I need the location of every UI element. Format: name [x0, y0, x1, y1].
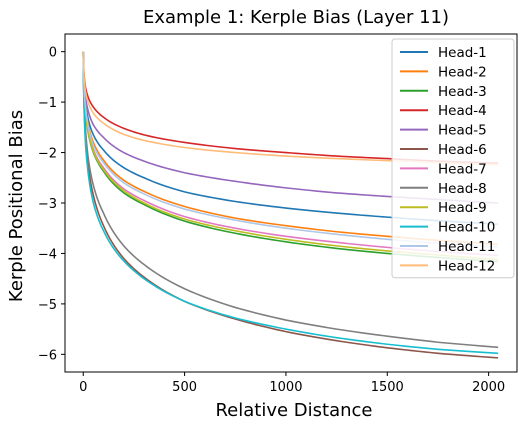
x-tick-label: 2000 — [472, 380, 505, 395]
x-axis: 0 500 1000 1500 2000 — [79, 372, 505, 395]
x-tick-label: 500 — [172, 380, 197, 395]
y-tick-label: −3 — [38, 197, 57, 212]
chart-title: Example 1: Kerple Bias (Layer 11) — [143, 7, 449, 28]
legend-label: Head-6 — [438, 142, 487, 158]
legend-label: Head-11 — [438, 239, 495, 255]
x-tick-label: 0 — [79, 380, 87, 395]
legend-label: Head-10 — [438, 220, 495, 236]
y-axis-label: Kerple Positional Bias — [6, 110, 27, 302]
legend-label: Head-5 — [438, 123, 487, 139]
legend-label: Head-2 — [438, 64, 487, 80]
legend-label: Head-12 — [438, 258, 495, 274]
x-tick-label: 1500 — [371, 380, 404, 395]
y-tick-label: 0 — [49, 46, 57, 61]
y-axis: 0 −1 −2 −3 −4 −5 −6 — [38, 46, 65, 364]
legend-label: Head-9 — [438, 200, 487, 216]
y-tick-label: −2 — [38, 147, 57, 162]
legend-label: Head-3 — [438, 84, 487, 100]
x-tick-label: 1000 — [269, 380, 302, 395]
y-tick-label: −4 — [38, 247, 57, 262]
legend-label: Head-7 — [438, 161, 487, 177]
legend-label: Head-8 — [438, 181, 487, 197]
y-tick-label: −1 — [38, 96, 57, 111]
x-axis-label: Relative Distance — [215, 400, 372, 421]
legend-label: Head-1 — [438, 45, 487, 61]
y-tick-label: −6 — [38, 348, 57, 363]
legend-label: Head-4 — [438, 103, 487, 119]
legend: Head-1 Head-2 Head-3 Head-4 Head-5 Head-6 Head… — [392, 39, 514, 278]
y-tick-label: −5 — [38, 298, 57, 313]
